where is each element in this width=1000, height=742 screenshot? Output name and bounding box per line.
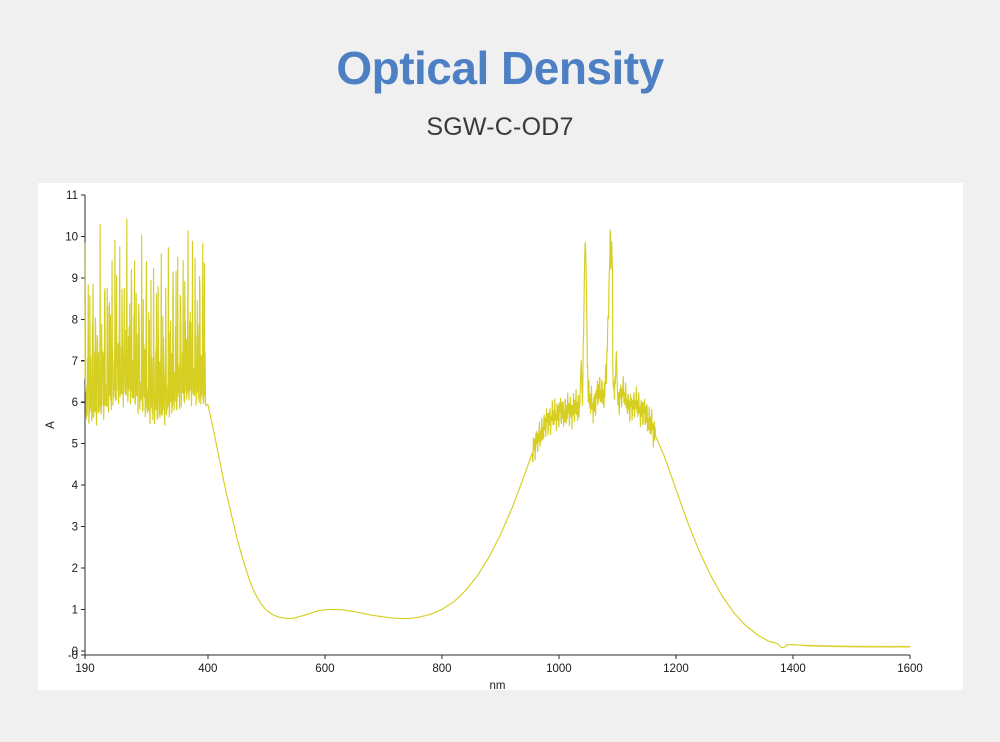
x-tick-label: 400: [198, 663, 217, 675]
x-tick-label: 190: [75, 663, 94, 675]
chart-axes: [81, 194, 911, 659]
y-tick-label: 2: [72, 563, 78, 575]
optical-density-chart: -00 1 2 3 4 5 6 7 8 9 10 11 190 400 600 800 1000 1200 1400…: [45, 190, 923, 690]
x-axis-title: nm: [490, 680, 506, 690]
x-tick-label: 600: [315, 663, 334, 675]
page-subtitle: SGW-C-OD7: [426, 113, 574, 141]
x-tick-label: 1600: [897, 663, 923, 675]
y-tick-label: 0: [72, 646, 78, 658]
x-tick-label: 1000: [546, 663, 572, 675]
y-tick-label: 1: [72, 604, 78, 616]
y-axis-title: A: [45, 421, 57, 429]
y-tick-label: -0: [68, 650, 78, 662]
y-tick-label: 10: [65, 231, 78, 243]
x-tick-label: 800: [432, 663, 451, 675]
y-tick-label: 9: [72, 273, 78, 285]
x-tick-label: 1400: [780, 663, 806, 675]
trace-absorbance: [84, 218, 911, 649]
chart-traces: [84, 218, 911, 649]
y-tick-label: 4: [72, 480, 79, 492]
chart-axis-labels: -00 1 2 3 4 5 6 7 8 9 10 11 190 400 600 800 1000 1200 1400…: [45, 190, 923, 690]
y-tick-label: 7: [72, 356, 78, 368]
chart-panel: -0 0 1 2 3 4 5 6 7 8 9 10 11 190 400 600 800 1000 1200 1400…: [38, 183, 963, 690]
page-title: Optical Density: [336, 42, 664, 94]
y-tick-label: 3: [72, 522, 78, 534]
y-tick-label: 11: [66, 190, 78, 202]
y-tick-label: 6: [72, 397, 78, 409]
y-tick-label: 5: [72, 439, 78, 451]
x-tick-label: 1200: [663, 663, 689, 675]
y-tick-label: 8: [72, 314, 78, 326]
